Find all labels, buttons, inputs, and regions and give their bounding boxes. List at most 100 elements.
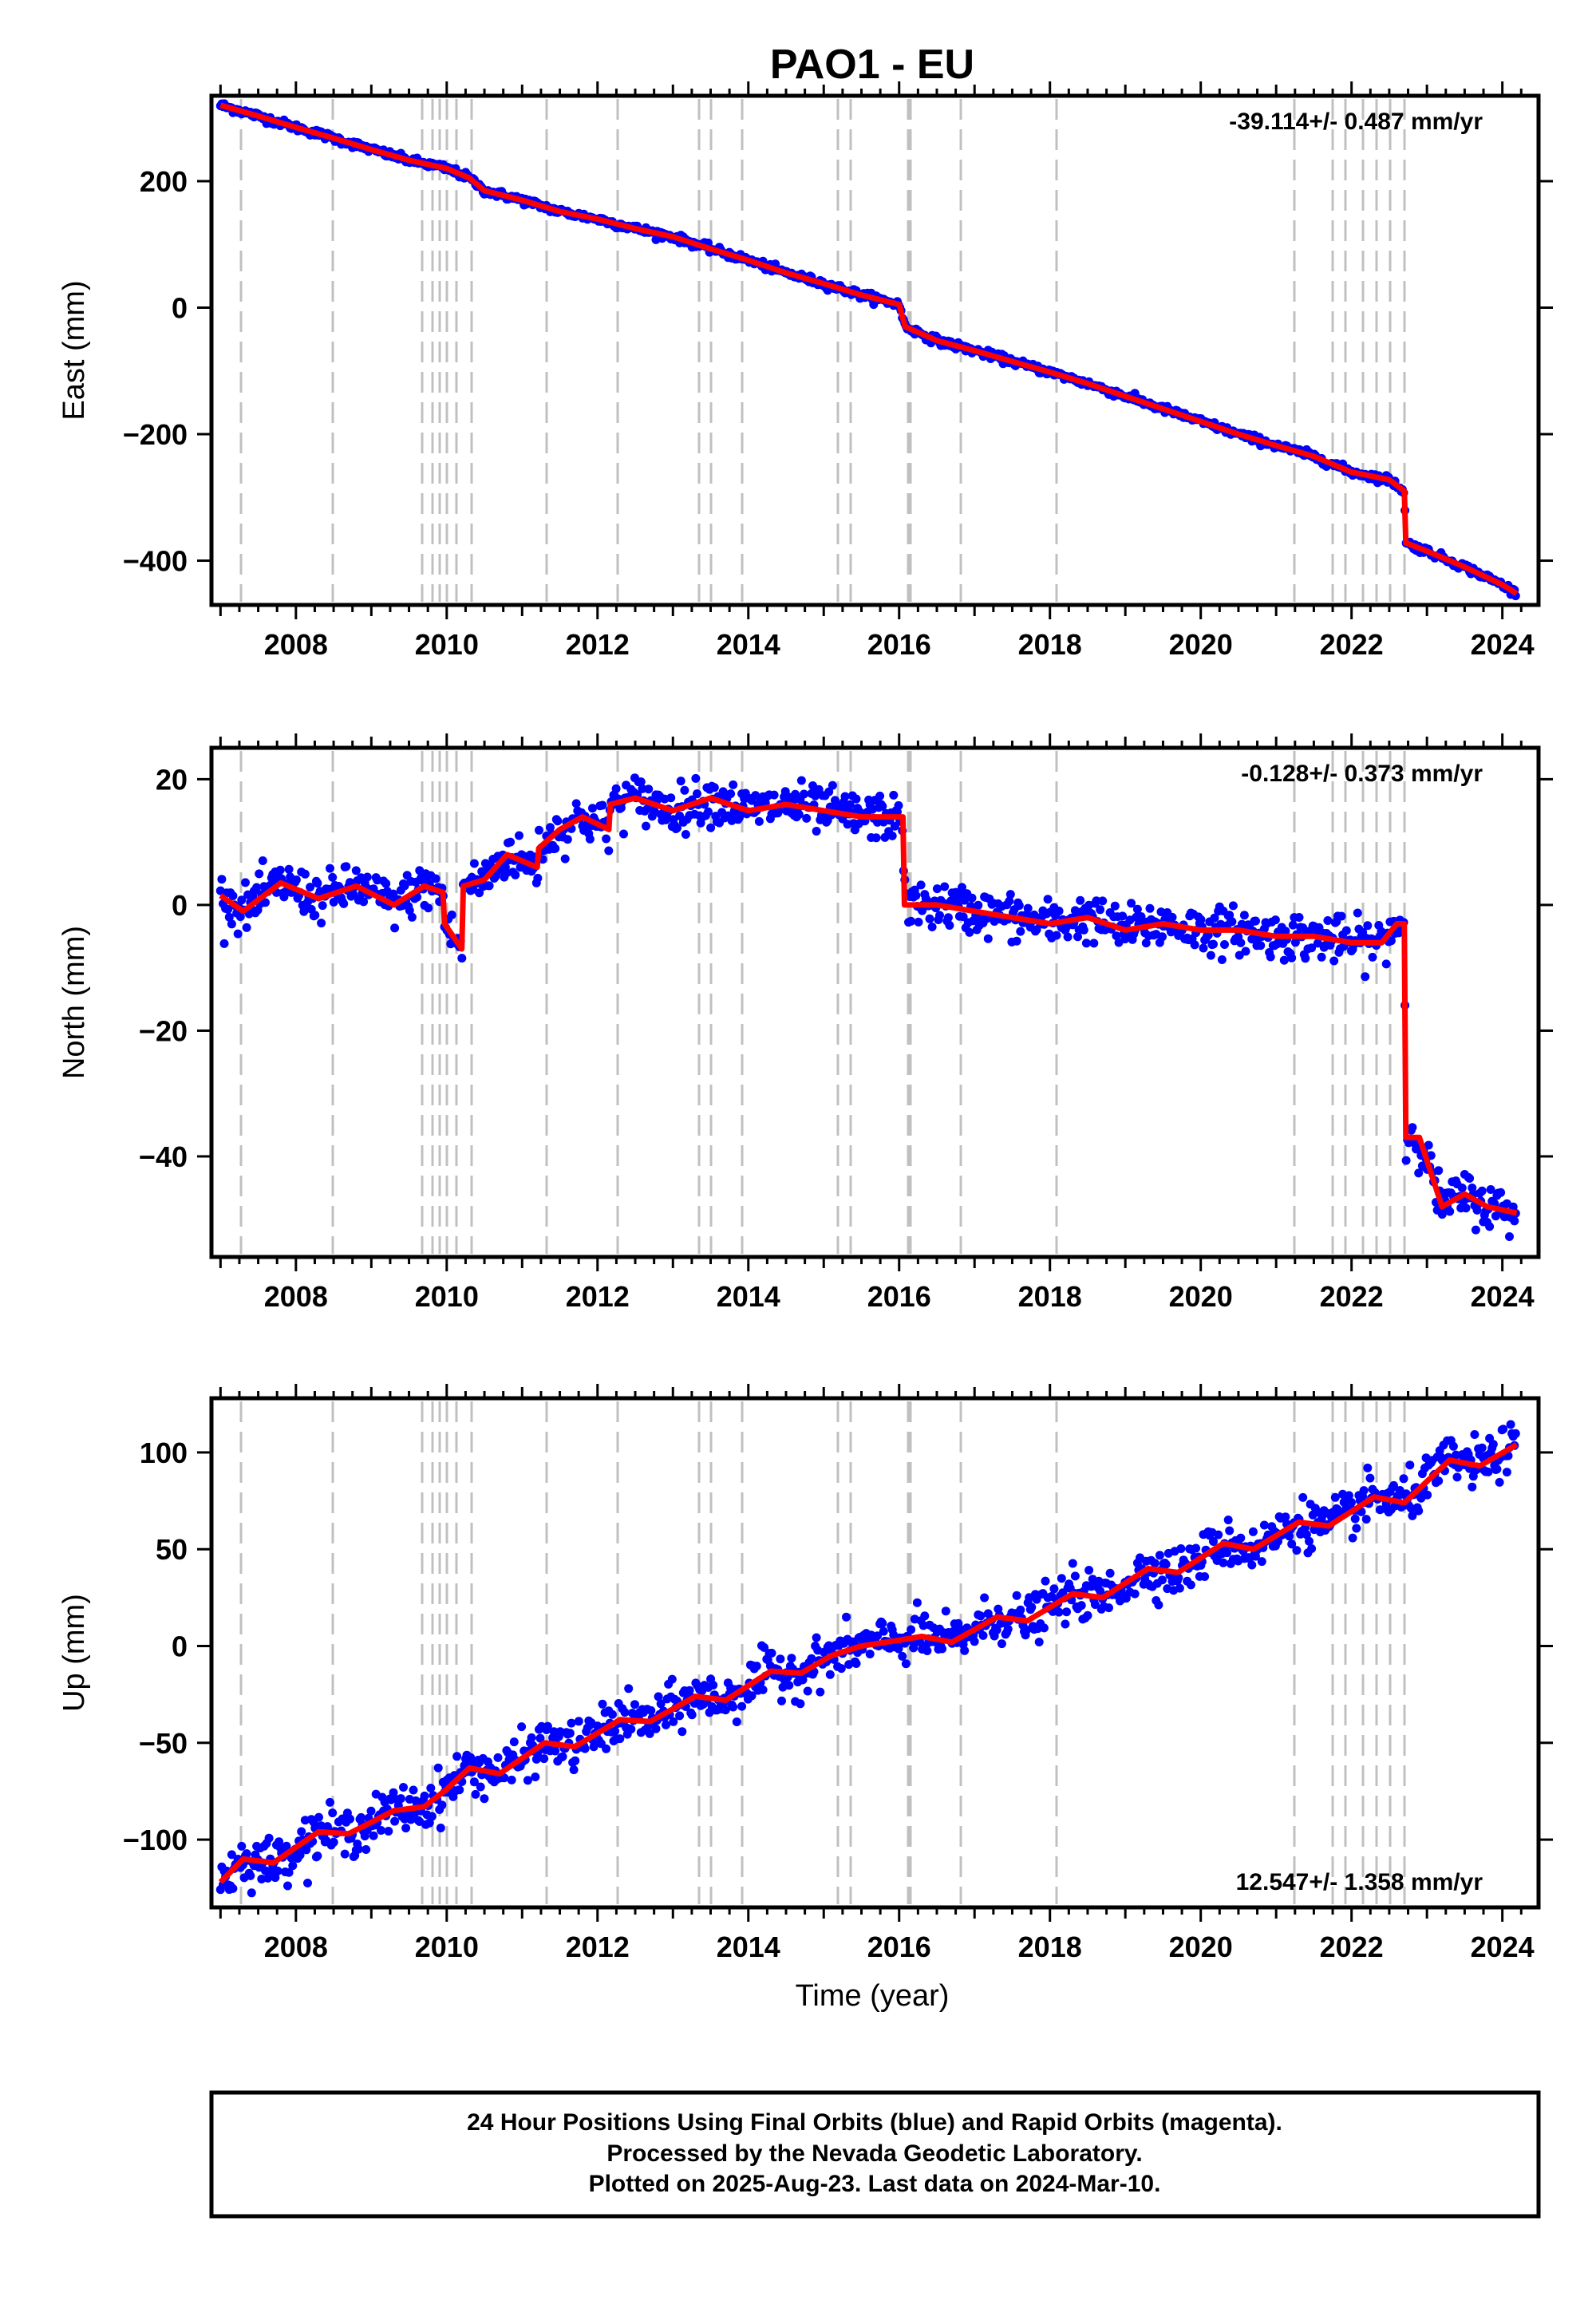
data-point xyxy=(580,1744,590,1753)
data-point xyxy=(1141,939,1151,948)
data-point xyxy=(228,1883,238,1893)
data-point xyxy=(997,1639,1006,1649)
data-point xyxy=(691,773,701,783)
data-point xyxy=(901,1659,911,1669)
data-point xyxy=(758,1685,768,1694)
data-point xyxy=(1266,952,1275,962)
data-point xyxy=(223,904,233,914)
data-point xyxy=(1329,956,1339,966)
data-point xyxy=(1401,1156,1411,1165)
data-point xyxy=(1098,896,1108,906)
data-point xyxy=(907,1625,916,1634)
data-point xyxy=(1495,1477,1504,1487)
data-point xyxy=(1408,1123,1417,1132)
data-point xyxy=(970,1637,979,1646)
data-point xyxy=(560,854,570,864)
data-point xyxy=(531,1773,540,1781)
east-rate-label: -39.114+/- 0.487 mm/yr xyxy=(1229,109,1483,135)
east-model-line xyxy=(219,102,1519,596)
data-point xyxy=(282,1841,291,1851)
data-point xyxy=(1313,939,1322,948)
data-point xyxy=(620,1708,630,1717)
data-point xyxy=(1353,908,1362,918)
data-point xyxy=(433,1763,443,1773)
plot-frame xyxy=(209,93,1541,607)
data-point xyxy=(1511,1429,1520,1438)
data-point xyxy=(807,1654,816,1663)
y-tick-label: 20 xyxy=(156,763,188,796)
data-point xyxy=(407,912,417,922)
data-point xyxy=(227,1850,236,1860)
east-event-lines xyxy=(211,96,1539,605)
data-point xyxy=(551,844,560,853)
data-point xyxy=(912,1598,922,1607)
y-tick-label: 0 xyxy=(172,889,188,922)
data-point xyxy=(571,799,581,808)
data-point xyxy=(842,1612,851,1622)
data-point xyxy=(875,791,885,800)
y-tick-label: 0 xyxy=(172,1630,188,1663)
data-point xyxy=(729,780,738,789)
data-point xyxy=(569,1765,579,1775)
data-point xyxy=(1499,1425,1508,1434)
data-point xyxy=(284,1867,294,1877)
plot-frame xyxy=(209,745,1541,1259)
data-point xyxy=(1073,932,1082,942)
data-point xyxy=(565,1729,575,1738)
data-point xyxy=(920,1611,930,1621)
data-point xyxy=(662,1720,670,1729)
up-data-points xyxy=(215,1420,1520,1898)
data-point xyxy=(361,1845,371,1854)
north-model-line xyxy=(219,795,1518,1216)
data-point xyxy=(1005,896,1014,906)
y-tick-label: 200 xyxy=(140,165,188,198)
data-point xyxy=(1290,938,1300,947)
data-point xyxy=(1012,936,1021,946)
y-tick-label: −200 xyxy=(123,418,188,451)
data-point xyxy=(1323,916,1333,925)
model-series-line xyxy=(219,795,1518,1216)
x-tick-label: 2022 xyxy=(1320,1931,1384,1963)
data-point xyxy=(1341,926,1351,935)
data-point xyxy=(898,1651,907,1661)
data-point xyxy=(1423,1490,1432,1500)
data-point xyxy=(1079,925,1088,935)
data-point xyxy=(475,888,484,898)
data-point xyxy=(737,1701,747,1711)
data-point xyxy=(721,1705,730,1715)
data-point xyxy=(1381,959,1391,969)
data-point xyxy=(406,1815,416,1824)
data-point xyxy=(967,893,977,903)
data-point xyxy=(1076,895,1085,905)
data-point xyxy=(602,1744,611,1753)
data-point xyxy=(1104,1603,1113,1613)
data-point xyxy=(1505,1232,1514,1241)
data-point xyxy=(938,1644,947,1654)
data-point xyxy=(264,1833,274,1843)
data-point xyxy=(426,1784,436,1792)
data-point xyxy=(1016,927,1025,936)
data-point xyxy=(326,1797,334,1807)
data-point xyxy=(1112,931,1121,941)
data-point xyxy=(1259,1520,1269,1530)
data-point xyxy=(1305,1536,1314,1546)
data-point xyxy=(1414,1506,1424,1516)
data-point xyxy=(836,1664,846,1674)
footnote-line-1: 24 Hour Positions Using Final Orbits (bl… xyxy=(467,2109,1282,2136)
data-point xyxy=(506,837,516,847)
x-tick-label: 2018 xyxy=(1018,1931,1082,1963)
data-point xyxy=(242,923,251,932)
data-point xyxy=(523,1776,532,1785)
data-point xyxy=(469,859,479,868)
data-point xyxy=(1158,1575,1167,1585)
data-point xyxy=(420,1791,429,1800)
north-rate-label: -0.128+/- 0.373 mm/yr xyxy=(1241,761,1483,787)
data-point xyxy=(427,1812,437,1821)
data-point xyxy=(507,1775,516,1784)
data-point xyxy=(1414,1168,1424,1178)
x-axis-title: Time (year) xyxy=(796,1979,950,2013)
data-point xyxy=(1461,1203,1471,1213)
data-point xyxy=(932,884,942,894)
data-point xyxy=(604,846,614,856)
x-tick-label: 2010 xyxy=(415,1280,479,1313)
